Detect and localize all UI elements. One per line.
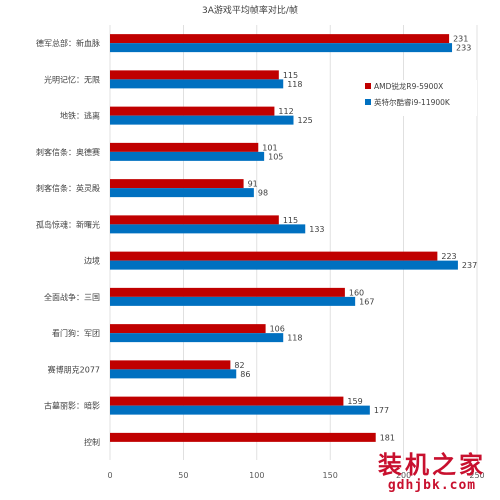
x-tick-label: 250 xyxy=(469,471,484,480)
data-label: 177 xyxy=(374,406,389,415)
bar xyxy=(110,106,275,116)
data-label: 115 xyxy=(283,216,298,225)
bar xyxy=(110,70,279,80)
category-label: 德军总部：新血脉 xyxy=(36,38,100,48)
bar xyxy=(110,260,458,270)
bar xyxy=(110,151,265,161)
category-label: 边境 xyxy=(84,256,100,266)
category-label: 刺客信条：奥德赛 xyxy=(36,147,100,157)
category-label: 赛博朋克2077 xyxy=(48,364,100,374)
category-label: 光明记忆：无限 xyxy=(44,74,100,84)
bar xyxy=(110,251,438,261)
bar xyxy=(110,396,344,406)
data-label: 91 xyxy=(248,180,258,189)
legend-label: 英特尔酷睿i9-11900K xyxy=(374,97,451,107)
bar xyxy=(110,324,266,334)
legend-swatch xyxy=(365,99,371,105)
category-label: 控制 xyxy=(84,437,100,447)
bar xyxy=(110,224,306,234)
chart-title: 3A游戏平均帧率对比/帧 xyxy=(202,4,298,16)
bar xyxy=(110,215,279,225)
bar xyxy=(110,179,244,189)
bar xyxy=(110,115,294,125)
bar xyxy=(110,296,356,306)
category-label: 看门狗：军团 xyxy=(52,328,100,338)
data-label: 181 xyxy=(380,433,395,442)
data-label: 101 xyxy=(262,143,277,152)
bars: 2312331151181121251011059198115133223237… xyxy=(110,34,477,442)
x-tick-label: 100 xyxy=(249,471,264,480)
bar xyxy=(110,43,453,53)
data-label: 159 xyxy=(347,397,362,406)
category-label: 刺客信条：英灵殿 xyxy=(36,183,100,193)
legend-label: AMD锐龙R9-5900X xyxy=(374,81,443,91)
data-label: 115 xyxy=(283,71,298,80)
x-tick-label: 150 xyxy=(323,471,338,480)
data-label: 118 xyxy=(287,334,302,343)
data-label: 160 xyxy=(349,288,364,297)
x-tick-label: 50 xyxy=(178,471,188,480)
x-tick-label: 0 xyxy=(107,471,112,480)
data-label: 133 xyxy=(309,225,324,234)
bar xyxy=(110,34,450,44)
category-labels: 德军总部：新血脉光明记忆：无限地铁：逃离刺客信条：奥德赛刺客信条：英灵殿孤岛惊魂… xyxy=(36,38,100,447)
bar xyxy=(110,287,345,297)
bar xyxy=(110,188,254,198)
bar xyxy=(110,360,231,370)
data-label: 233 xyxy=(456,44,471,53)
data-label: 167 xyxy=(359,297,374,306)
bar xyxy=(110,79,284,89)
data-label: 118 xyxy=(287,80,302,89)
data-label: 98 xyxy=(258,189,268,198)
category-label: 孤岛惊魂：新曙光 xyxy=(36,219,100,229)
bar xyxy=(110,432,376,442)
data-label: 125 xyxy=(298,116,313,125)
data-label: 112 xyxy=(278,107,293,116)
data-label: 105 xyxy=(268,152,283,161)
bar xyxy=(110,333,284,343)
data-label: 106 xyxy=(270,325,285,334)
x-tick-label: 200 xyxy=(396,471,411,480)
data-label: 223 xyxy=(441,252,456,261)
data-label: 86 xyxy=(240,370,250,379)
bar xyxy=(110,369,237,379)
category-label: 古墓丽影：暗影 xyxy=(44,401,100,411)
bar xyxy=(110,142,259,152)
x-axis-ticks: 0 50 100 150 200 250 xyxy=(107,471,484,480)
data-label: 237 xyxy=(462,261,477,270)
legend-box xyxy=(358,80,477,116)
legend: AMD锐龙R9-5900X 英特尔酷睿i9-11900K xyxy=(358,80,477,116)
legend-swatch xyxy=(365,83,371,89)
category-label: 全面战争：三国 xyxy=(44,292,100,302)
bar xyxy=(110,405,370,415)
category-label: 地铁：逃离 xyxy=(60,111,100,121)
data-label: 82 xyxy=(234,361,244,370)
data-label: 231 xyxy=(453,35,468,44)
